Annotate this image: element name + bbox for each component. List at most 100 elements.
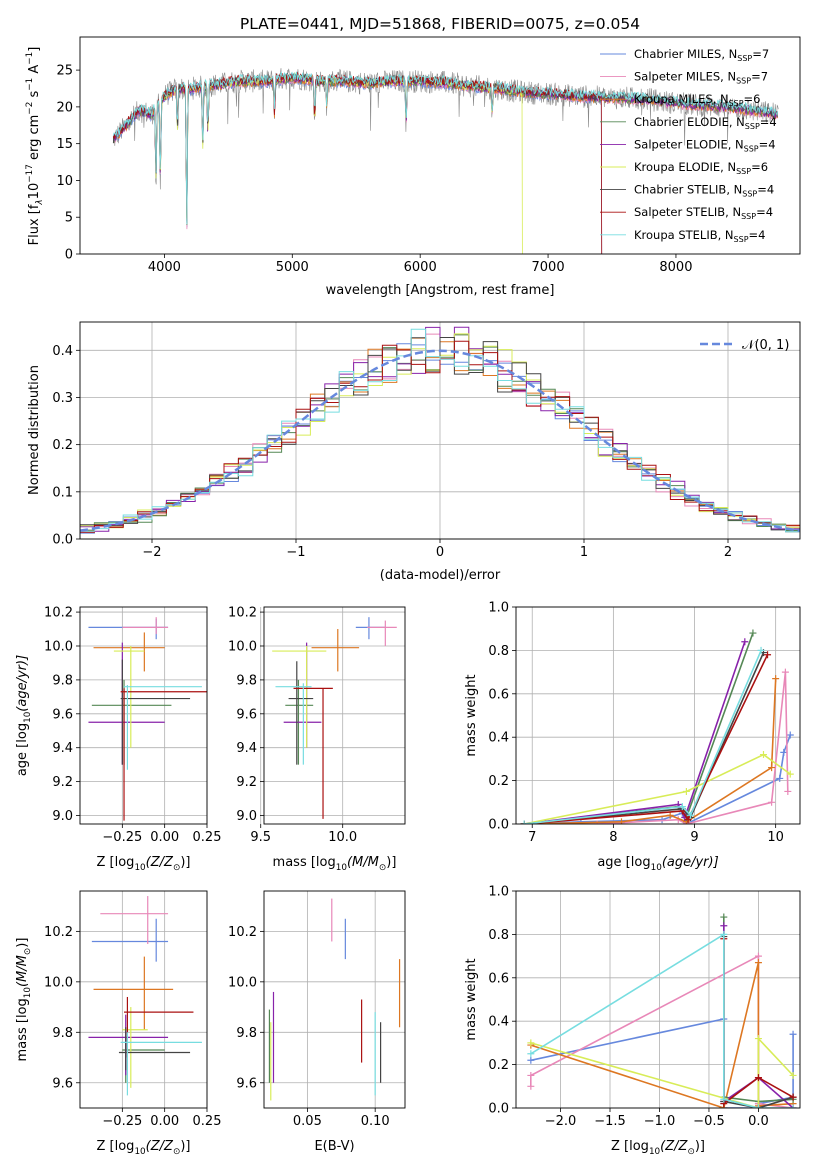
gaussian-curve [80,349,800,532]
y-tick-label: 9.2 [236,775,257,790]
y-tick-label: 10.0 [44,639,73,654]
label-part: (age/yr)] [15,655,30,712]
series-kroupa-miles [524,678,777,824]
y-tick-label: 1.0 [488,601,509,616]
chart-age-vs-Z: −0.25 0.00 0.25 9.0 9.2 9.4 9.6 9.8 10.0 10.2 Z [l… [15,606,221,873]
legend-tail: =4 [760,115,777,129]
label-part: 10 [336,863,348,873]
series-chabrier-miles [530,1018,794,1108]
point-marker [527,1071,535,1079]
label-part: Z [log [97,855,135,870]
y-tick-label: 0.6 [488,687,509,702]
y-tick-label: 0.2 [488,774,509,789]
x-tick-label: −0.25 [102,1114,142,1129]
x-axis-label: (data-model)/error [380,568,501,583]
label-part: −2 [25,102,35,115]
point-marker [781,668,789,676]
legend-entry: Chabrier MILES, NSSP=7 [634,47,769,63]
plot-area [80,326,800,539]
chart-mass-weight-vs-Z: −2.0 −1.5 −1.0 −0.5 0.0 0.0 0.2 0.4 0.6 0.8 1.0 Z [… [464,885,801,1157]
x-tick-label: 7000 [532,260,565,275]
label-part: mass [log [15,998,30,1061]
label-part: (M/M [347,855,379,870]
x-tick-label: 0.10 [361,1114,390,1129]
point-marker [764,651,772,659]
figure-title: PLATE=0441, MJD=51868, FIBERID=0075, z=0… [240,15,640,33]
x-tick-label: 10 [767,830,784,845]
label-part: age [log [597,855,650,870]
y-tick-label: 0.4 [488,731,509,746]
y-tick-label: 9.8 [52,1026,73,1041]
y-tick-label: 10 [56,174,73,189]
spectrum-legend: Chabrier MILES, NSSP=7 Salpeter MILES, NS… [600,47,777,244]
point-marker [686,811,694,819]
point-marker [759,751,767,759]
x-axis-label: Z [log10(Z/Z⊙)] [97,855,191,873]
plot-area [112,68,779,254]
y-axis-label: Flux [fλ10−17 erg cm−2 s−1 A−1] [25,47,45,246]
y-tick-label: 0.4 [488,1015,509,1030]
y-tick-label: 0 [65,248,73,263]
series-kroupa-miles [530,962,794,1108]
point-marker [749,629,757,637]
point-marker [720,913,728,921]
chart-mass-vs-Z: −0.25 0.00 0.259.69.810.010.2Z [log10(Z/Z⊙… [15,890,222,1157]
label-part: −1 [25,52,35,65]
point-marker [720,930,728,938]
series-kroupa-elodie [523,753,791,824]
label-part: Z [log [97,1139,135,1154]
legend-tail: =7 [752,47,769,61]
legend-entry: Salpeter MILES, NSSP=7 [634,70,768,86]
point-marker [786,770,794,778]
y-tick-label: 10.2 [44,925,73,940]
x-tick-label: 0.25 [193,1114,222,1129]
legend-entry: Kroupa MILES, NSSP=6 [634,92,760,108]
label-part: (Z/Z [146,855,174,870]
y-tick-label: 0.2 [488,1058,509,1073]
legend-tail: =6 [751,160,768,174]
x-tick-label: 0 [436,545,444,560]
y-tick-label: 10.0 [228,639,257,654]
legend-tail: =4 [749,228,766,242]
point-marker [682,787,690,795]
axes-frame [79,890,208,1109]
y-axis-label: mass weight [464,674,479,756]
label-part: mass [log [273,855,336,870]
chart-spectrum: 4000 5000 6000 7000 8000 0 5 10 15 20 25 Chabrier M… [25,36,801,298]
axes-frame [515,890,801,1109]
y-tick-label: 9.0 [236,809,257,824]
y-tick-label: 15 [56,137,73,152]
label-part: ⊙ [173,1147,180,1157]
series-salpeter-stelib [524,654,769,824]
point-marker [754,1104,762,1108]
point-marker [757,646,765,654]
point-marker [741,638,749,646]
y-tick-label: 0.0 [488,818,509,833]
legend-tail: =4 [759,137,776,151]
x-axis-label: age [log10(age/yr)] [597,855,718,873]
axes-frame [79,36,801,255]
series-salpeter-elodie [523,641,746,824]
chart-mass-vs-EBV: 0.05 0.10 9.6 9.8 10.0 10.2 E(B-V) [228,890,406,1154]
x-axis-label: Z [log10(Z/Z⊙)] [611,1139,705,1157]
legend-entry: Kroupa STELIB, NSSP=4 [634,228,765,244]
y-tick-label: 10.0 [228,975,257,990]
label-part: age [log [15,723,30,776]
y-tick-label: 0.1 [52,485,73,500]
axes-frame [263,890,406,1109]
label-part: −17 [25,164,35,183]
legend-sub: SSP [734,235,749,244]
y-tick-label: 20 [56,100,73,115]
legend-gaussian: 𝒩(0, 1) [742,338,789,353]
y-tick-label: 0.3 [52,391,73,406]
series-kroupa-stelib [524,650,762,824]
x-tick-label: 5000 [276,260,309,275]
point-marker [789,1030,797,1038]
x-tick-label: 6000 [404,260,437,275]
y-tick-label: 0.8 [488,928,509,943]
axes-frame [263,606,406,825]
y-tick-label: 10.0 [44,975,73,990]
legend-sub: SSP [744,144,759,153]
point-marker [768,798,776,806]
